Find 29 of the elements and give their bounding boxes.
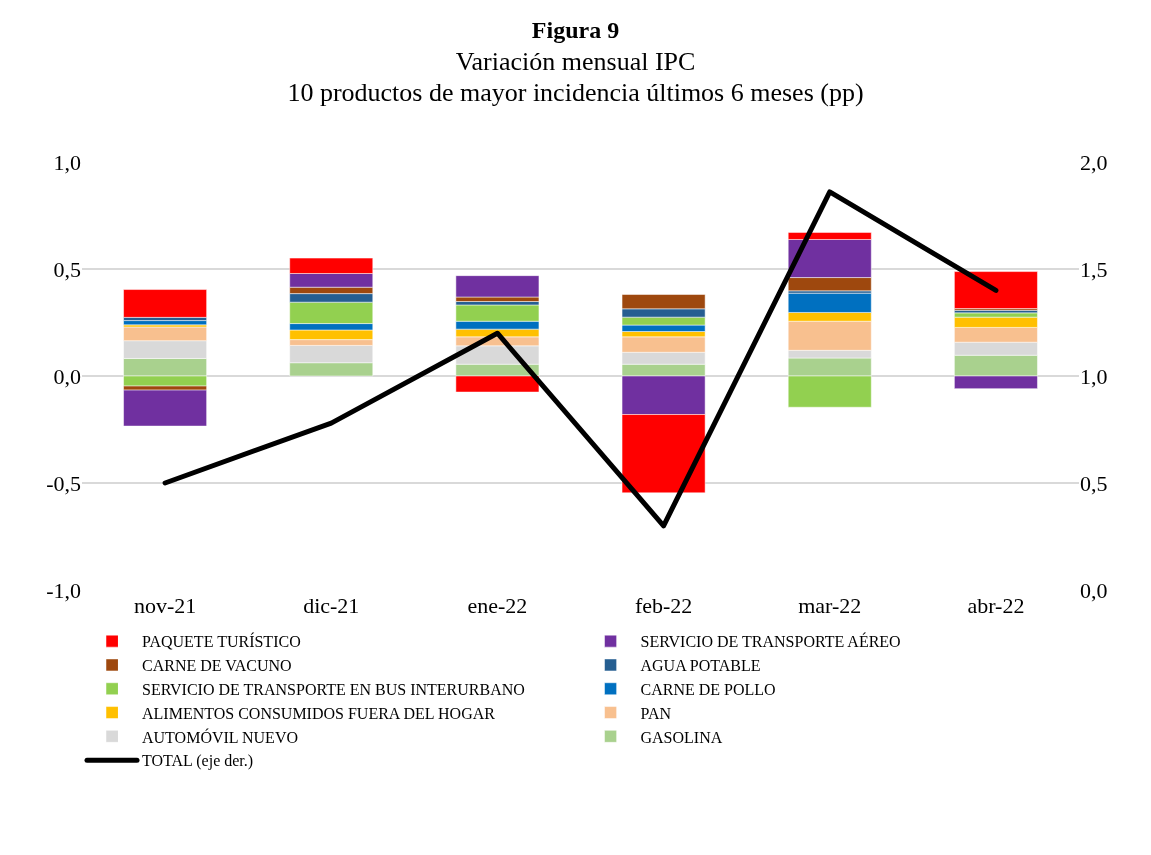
legend-label: PAQUETE TURÍSTICO: [142, 632, 301, 651]
y2-tick-label: 0,5: [1080, 470, 1108, 496]
legend-label: TOTAL (eje der.): [142, 752, 254, 771]
x-tick-label: abr-22: [967, 593, 1025, 618]
chart-title: Figura 9: [531, 17, 620, 44]
x-tick-label: nov-21: [133, 593, 197, 618]
legend-label: AUTOMÓVIL NUEVO: [142, 727, 298, 746]
y-tick-label: -0,5: [46, 470, 81, 496]
legend-label: ALIMENTOS CONSUMIDOS FUERA DEL HOGAR: [142, 704, 496, 722]
y-tick-label: -1,0: [46, 577, 81, 603]
x-tick-label: mar-22: [798, 593, 862, 618]
legend-label: CARNE DE VACUNO: [142, 657, 292, 675]
y-tick-label: 0,5: [53, 256, 81, 282]
legend-label: CARNE DE POLLO: [640, 680, 776, 698]
y2-tick-label: 1,5: [1080, 256, 1108, 282]
chart-subtitle: Variación mensual IPC 10 productos de mayor incidencia últimos 6 meses (pp): [287, 46, 864, 107]
x-tick-label: feb-22: [634, 593, 693, 618]
y2-tick-label: 2,0: [1080, 149, 1108, 175]
y2-tick-label: 0,0: [1080, 577, 1108, 603]
legend-label: SERVICIO DE TRANSPORTE EN BUS INTERURBANO: [142, 680, 525, 698]
legend-label: SERVICIO DE TRANSPORTE AÉREO: [640, 632, 901, 651]
legend-label: GASOLINA: [640, 728, 723, 746]
x-tick-label: dic-21: [303, 593, 360, 618]
legend-label: PAN: [640, 704, 672, 722]
y-tick-label: 0,0: [53, 363, 81, 389]
x-tick-label: ene-22: [467, 593, 528, 618]
y2-tick-label: 1,0: [1080, 363, 1108, 389]
y-tick-label: 1,0: [53, 149, 81, 175]
legend-label: AGUA POTABLE: [640, 657, 761, 675]
